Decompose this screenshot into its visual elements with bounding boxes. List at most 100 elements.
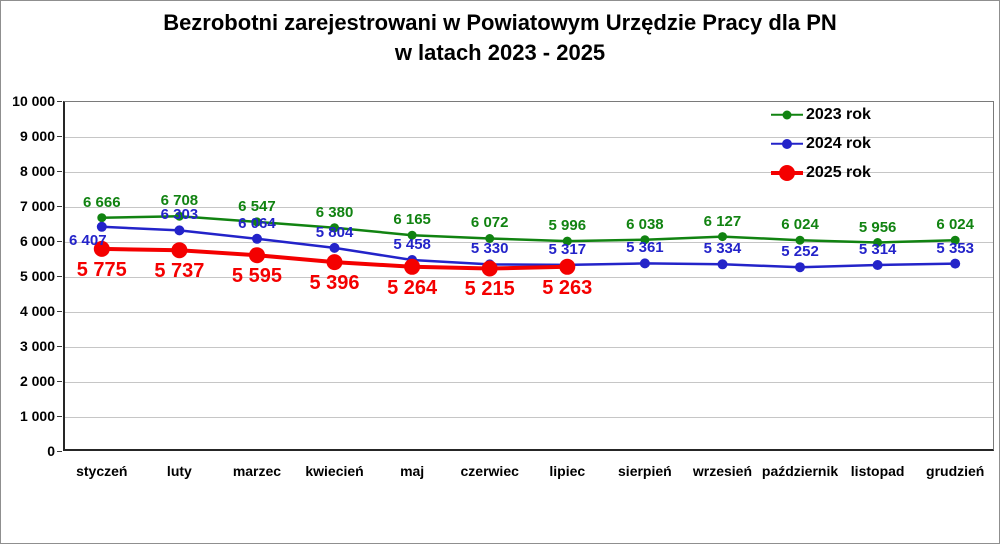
legend-swatch bbox=[771, 106, 803, 124]
data-label: 6 127 bbox=[703, 212, 742, 230]
x-axis-label: styczeń bbox=[76, 463, 128, 479]
gridline bbox=[65, 276, 993, 278]
y-tick-label: 4 000 bbox=[19, 303, 55, 319]
data-point bbox=[329, 242, 340, 253]
data-point bbox=[559, 258, 576, 275]
legend-label: 2025 rok bbox=[806, 163, 871, 181]
gridline bbox=[65, 171, 993, 173]
data-point bbox=[717, 259, 728, 270]
data-point bbox=[174, 225, 185, 236]
legend-label: 2023 rok bbox=[806, 105, 871, 123]
data-label: 5 317 bbox=[548, 240, 587, 258]
data-point bbox=[407, 230, 417, 240]
y-tick-label: 3 000 bbox=[19, 338, 55, 354]
gridline bbox=[65, 381, 993, 383]
legend-item: 2023 rok bbox=[771, 100, 871, 129]
data-point bbox=[93, 240, 110, 257]
data-label: 6 708 bbox=[160, 191, 199, 209]
legend-item: 2024 rok bbox=[771, 129, 871, 158]
y-tick-mark bbox=[57, 100, 62, 102]
data-label: 5 263 bbox=[542, 276, 593, 299]
data-point bbox=[97, 213, 107, 223]
y-tick-mark bbox=[57, 450, 62, 452]
legend-dot-icon bbox=[782, 110, 792, 119]
y-tick-mark bbox=[57, 170, 62, 172]
x-axis-label: marzec bbox=[232, 463, 282, 479]
y-tick-mark bbox=[57, 240, 62, 242]
series-line-2024 bbox=[101, 225, 956, 269]
data-point bbox=[96, 221, 107, 232]
y-tick-mark bbox=[57, 205, 62, 207]
data-label: 5 804 bbox=[315, 223, 354, 241]
legend-dot-icon bbox=[782, 138, 792, 149]
y-tick-label: 8 000 bbox=[19, 163, 55, 179]
y-tick-mark bbox=[57, 415, 62, 417]
plot-area bbox=[63, 101, 994, 451]
data-point bbox=[330, 223, 339, 233]
y-tick-label: 7 000 bbox=[19, 198, 55, 214]
gridline bbox=[65, 241, 993, 243]
data-label: 6 072 bbox=[470, 214, 509, 232]
data-point bbox=[795, 235, 805, 245]
gridline bbox=[65, 136, 993, 138]
y-tick-mark bbox=[57, 345, 62, 347]
data-point bbox=[404, 258, 421, 275]
data-label: 5 334 bbox=[703, 240, 742, 258]
data-label: 6 165 bbox=[393, 210, 431, 228]
data-label: 5 595 bbox=[231, 265, 282, 288]
y-tick-mark bbox=[57, 135, 62, 137]
legend: 2023 rok 2024 rok 2025 rok bbox=[771, 100, 871, 187]
x-axis-label: październik bbox=[761, 463, 839, 479]
data-label: 5 775 bbox=[76, 258, 127, 281]
data-label: 6 024 bbox=[936, 215, 974, 233]
x-axis-label: czerwiec bbox=[460, 463, 519, 479]
data-label: 5 361 bbox=[626, 239, 664, 257]
y-tick-label: 0 bbox=[47, 443, 55, 459]
data-label: 5 353 bbox=[936, 239, 974, 257]
y-tick-label: 1 000 bbox=[19, 408, 55, 424]
data-point bbox=[326, 254, 343, 271]
series-line-2023 bbox=[101, 214, 956, 244]
data-point bbox=[640, 235, 650, 245]
data-point bbox=[249, 247, 265, 264]
data-label: 6 024 bbox=[781, 215, 819, 233]
y-tick-mark bbox=[57, 310, 62, 312]
x-axis-label: wrzesień bbox=[692, 463, 753, 479]
data-point bbox=[950, 258, 961, 269]
x-axis-label: grudzień bbox=[926, 463, 985, 479]
data-point bbox=[718, 232, 727, 242]
data-point bbox=[795, 262, 805, 273]
chart-canvas bbox=[93, 211, 961, 277]
data-label: 5 330 bbox=[470, 240, 509, 258]
x-axis-label: kwiecień bbox=[305, 463, 364, 479]
x-axis-label: lipiec bbox=[549, 463, 586, 479]
y-tick-label: 9 000 bbox=[19, 128, 55, 144]
data-label: 5 264 bbox=[387, 276, 438, 299]
data-point bbox=[950, 235, 960, 245]
data-label: 6 038 bbox=[626, 215, 664, 233]
y-tick-label: 10 000 bbox=[12, 93, 55, 109]
chart-title: Bezrobotni zarejestrowani w Powiatowym U… bbox=[1, 8, 999, 68]
gridline bbox=[65, 416, 993, 418]
legend-swatch bbox=[771, 135, 803, 153]
data-point bbox=[562, 236, 572, 246]
data-label: 5 314 bbox=[858, 240, 897, 258]
data-label: 6 380 bbox=[315, 203, 354, 221]
data-label: 5 458 bbox=[393, 235, 431, 253]
x-axis-label: sierpień bbox=[618, 463, 672, 479]
data-label: 5 252 bbox=[781, 242, 819, 260]
gridline bbox=[65, 346, 993, 348]
y-tick-label: 5 000 bbox=[19, 268, 55, 284]
data-label: 6 407 bbox=[69, 231, 107, 249]
data-label: 5 996 bbox=[548, 216, 587, 234]
data-label: 5 737 bbox=[154, 260, 205, 283]
legend-swatch bbox=[771, 164, 803, 182]
x-axis-label: luty bbox=[166, 463, 192, 479]
legend-item: 2025 rok bbox=[771, 158, 871, 187]
y-tick-mark bbox=[57, 275, 62, 277]
chart-title-line2: w latach 2023 - 2025 bbox=[394, 40, 606, 65]
data-label: 6 303 bbox=[160, 206, 199, 224]
data-label: 5 396 bbox=[309, 272, 360, 295]
data-label: 5 956 bbox=[858, 218, 897, 236]
